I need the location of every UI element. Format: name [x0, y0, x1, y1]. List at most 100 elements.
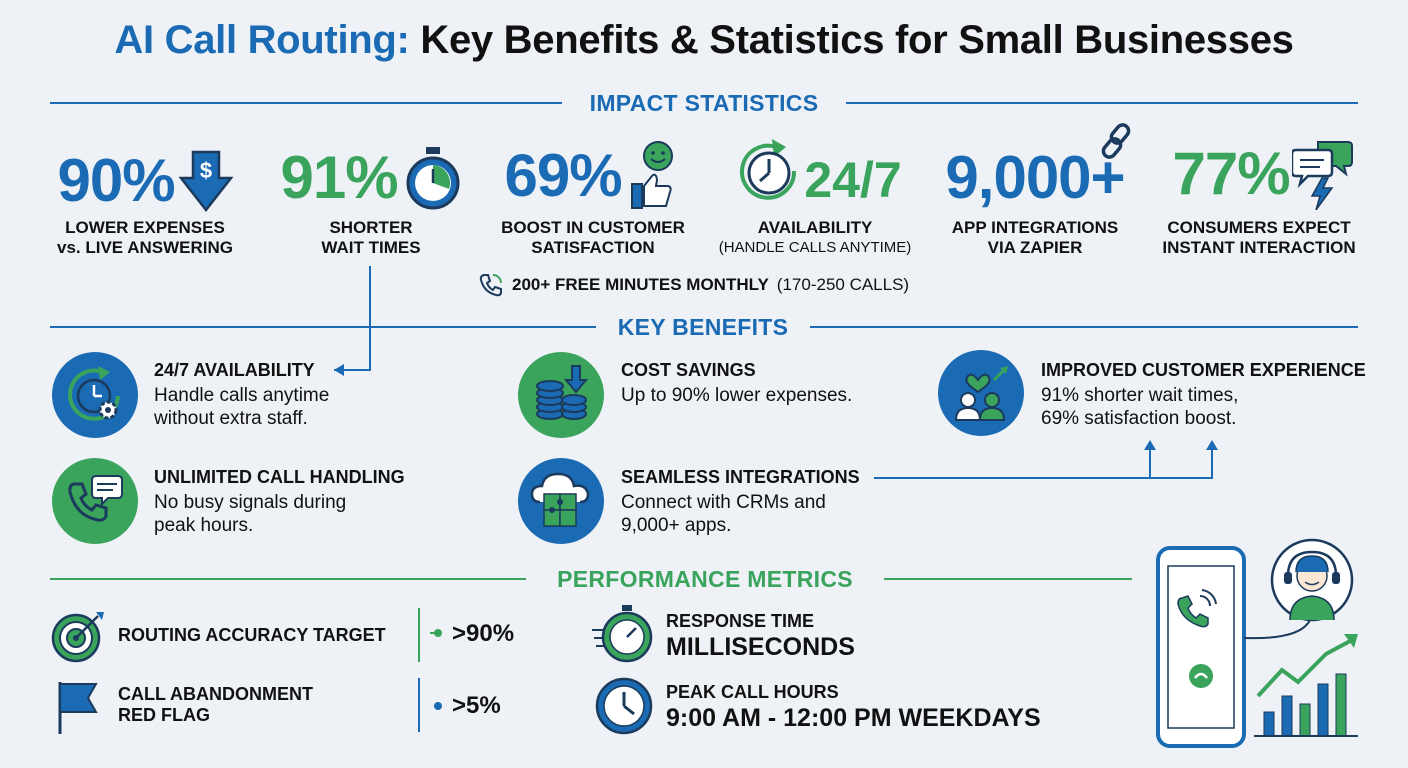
stat-lower-expenses-label: LOWER EXPENSES vs. LIVE ANSWERING	[40, 218, 250, 258]
benefit-desc-line1: 91% shorter wait times,	[1041, 385, 1239, 406]
metrics-divider-left	[50, 578, 526, 580]
phone-chat-icon	[68, 475, 123, 522]
benefit-title: IMPROVED CUSTOMER EXPERIENCE	[1041, 360, 1366, 380]
smile-thumbs-up-icon	[630, 141, 673, 209]
metric-peak-hours-value: 9:00 AM - 12:00 PM WEEKDAYS	[666, 704, 1041, 732]
stat-label-line1: APP INTEGRATIONS	[951, 218, 1119, 237]
stat-availability: 24/7	[718, 135, 918, 211]
stat-availability-label: AVAILABILITY (HANDLE CALLS ANYTIME)	[700, 218, 930, 258]
support-agent-icon	[1270, 538, 1354, 622]
benefit-availability-icon-circle	[52, 352, 138, 438]
stat-value: 24/7	[804, 152, 902, 208]
metrics-section-title: PERFORMANCE METRICS	[557, 566, 853, 592]
benefits-divider-right	[810, 326, 1358, 328]
benefits-divider-left	[50, 326, 596, 328]
page-title: AI Call Routing: Key Benefits & Statisti…	[0, 18, 1408, 63]
impact-section-title: IMPACT STATISTICS	[589, 90, 819, 116]
dollar-down-arrow-icon: $	[178, 150, 233, 213]
stat-value: 90%	[57, 147, 175, 214]
stat-satisfaction: 69%	[488, 140, 698, 212]
metric-divider	[418, 678, 420, 732]
stat-label-line2: VIA ZAPIER	[987, 238, 1083, 257]
metric-response-time: RESPONSE TIME MILLISECONDS	[666, 611, 1066, 662]
growth-chart-icon	[1254, 634, 1358, 737]
stat-satisfaction-label: BOOST IN CUSTOMER SATISFACTION	[478, 218, 708, 258]
free-minutes-note: 200+ FREE MINUTES MONTHLY (170-250 CALLS…	[478, 272, 948, 298]
benefit-desc-line1: No busy signals during	[154, 492, 347, 513]
benefit-experience: IMPROVED CUSTOMER EXPERIENCE 91% shorter…	[1041, 360, 1381, 430]
benefit-call-handling: UNLIMITED CALL HANDLING No busy signals …	[154, 467, 474, 537]
free-minutes-bold: 200+ FREE MINUTES MONTHLY	[512, 275, 769, 294]
benefit-desc-line1: Connect with CRMs and	[621, 492, 826, 513]
cloud-puzzle-icon	[530, 472, 590, 527]
clock-refresh-icon	[740, 139, 797, 200]
stat-value: 91%	[280, 144, 398, 211]
stat-value: 69%	[504, 142, 622, 209]
benefit-desc-line2: 9,000+ apps.	[621, 515, 732, 536]
phone-agent-growth-illustration	[1156, 538, 1358, 748]
flag-icon	[58, 682, 98, 734]
impact-divider-left	[50, 102, 562, 104]
stat-value: 9,000+	[945, 144, 1125, 211]
link-icon	[1101, 123, 1131, 159]
stat-label-line1: CONSUMERS EXPECT	[1167, 218, 1351, 237]
stopwatch-icon	[592, 605, 653, 663]
stat-lower-expenses: 90% $	[40, 148, 250, 214]
stat-wait-times-label: SHORTER WAIT TIMES	[266, 218, 476, 258]
benefit-availability: 24/7 AVAILABILITY Handle calls anytime w…	[154, 360, 454, 430]
stat-wait-times: 91%	[266, 145, 476, 211]
metric-peak-hours: PEAK CALL HOURS 9:00 AM - 12:00 PM WEEKD…	[666, 682, 1086, 733]
benefit-call-handling-icon-circle	[52, 458, 138, 544]
benefit-title: COST SAVINGS	[621, 360, 756, 380]
stat-integrations-label: APP INTEGRATIONS VIA ZAPIER	[922, 218, 1148, 258]
stat-instant-interaction-label: CONSUMERS EXPECT INSTANT INTERACTION	[1150, 218, 1368, 258]
stat-integrations: 9,000+	[922, 122, 1148, 211]
title-highlight: AI Call Routing:	[114, 18, 410, 62]
benefit-desc-line2: without extra staff.	[154, 408, 308, 429]
metric-abandonment-label-line2: RED FLAG	[118, 705, 210, 725]
metric-peak-hours-label: PEAK CALL HOURS	[666, 682, 839, 702]
metric-response-time-label: RESPONSE TIME	[666, 611, 815, 631]
stat-value: 77%	[1172, 140, 1290, 207]
people-heart-icon	[954, 366, 1008, 421]
coins-down-icon	[536, 365, 589, 420]
stopwatch-icon	[406, 147, 460, 210]
benefit-cost-icon-circle	[518, 352, 604, 438]
benefit-cost: COST SAVINGS Up to 90% lower expenses.	[621, 360, 921, 407]
stat-label-line1: SHORTER	[329, 218, 413, 237]
smartphone-icon	[1156, 546, 1246, 748]
free-minutes-rest: (170-250 CALLS)	[776, 275, 910, 294]
stat-label-line1: AVAILABILITY	[757, 218, 873, 237]
metric-divider	[418, 608, 420, 662]
stat-label-line2: SATISFACTION	[531, 238, 655, 257]
stat-label-line2: WAIT TIMES	[321, 238, 421, 257]
chat-bolt-icon	[1291, 141, 1353, 210]
metric-routing-accuracy-label: ROUTING ACCURACY TARGET	[118, 625, 386, 645]
clock-gear-icon	[68, 366, 120, 421]
metric-routing-accuracy-value: >90%	[452, 620, 515, 647]
benefit-desc-line1: Up to 90% lower expenses.	[621, 385, 853, 406]
metric-abandonment-value: >5%	[452, 692, 501, 719]
benefit-integrations: SEAMLESS INTEGRATIONS Connect with CRMs …	[621, 467, 921, 537]
metric-response-time-value: MILLISECONDS	[666, 633, 855, 661]
benefit-title: 24/7 AVAILABILITY	[154, 360, 315, 380]
impact-divider-right	[846, 102, 1358, 104]
clock-icon	[595, 677, 653, 735]
stat-label-line2: vs. LIVE ANSWERING	[56, 238, 233, 257]
phone-icon	[479, 274, 502, 297]
title-rest: Key Benefits & Statistics for Small Busi…	[420, 18, 1294, 62]
metric-dot	[434, 629, 442, 637]
benefit-desc-line2: 69% satisfaction boost.	[1041, 408, 1237, 429]
benefit-desc-line1: Handle calls anytime	[154, 385, 330, 406]
benefit-experience-icon-circle	[938, 350, 1024, 436]
benefit-integrations-icon-circle	[518, 458, 604, 544]
metrics-divider-right	[884, 578, 1132, 580]
stat-label-line1: BOOST IN CUSTOMER	[501, 218, 685, 237]
benefit-desc-line2: peak hours.	[154, 515, 254, 536]
metric-dot	[434, 702, 442, 710]
svg-text:$: $	[199, 158, 211, 183]
stat-instant-interaction: 77%	[1160, 138, 1366, 210]
stat-label-line2: (HANDLE CALLS ANYTIME)	[718, 239, 912, 256]
metric-abandonment: CALL ABANDONMENT RED FLAG	[118, 684, 408, 726]
